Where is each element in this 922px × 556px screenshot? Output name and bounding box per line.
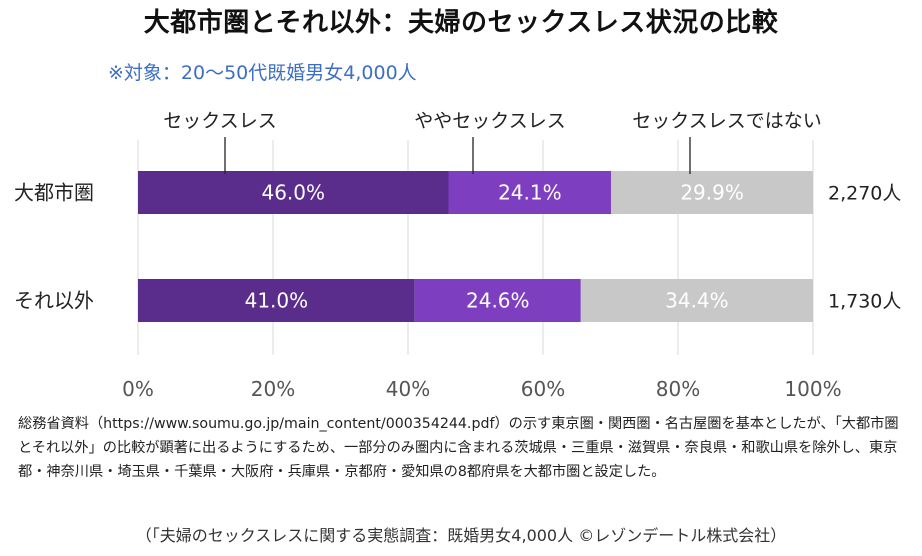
chart-subtitle: ※対象：20～50代既婚男女4,000人 bbox=[108, 62, 417, 84]
x-tick-label: 0% bbox=[122, 377, 154, 401]
legend-label: セックスレス bbox=[163, 110, 276, 132]
total-label: 1,730人 bbox=[828, 291, 901, 313]
x-tick-label: 20% bbox=[251, 377, 295, 401]
bar-segment bbox=[611, 171, 813, 214]
footnote: 総務省資料（https://www.soumu.go.jp/main_conte… bbox=[18, 416, 899, 480]
category-label: それ以外 bbox=[14, 289, 94, 313]
data-label: 46.0% bbox=[261, 181, 325, 205]
x-tick-label: 80% bbox=[656, 377, 700, 401]
data-label: 34.4% bbox=[665, 289, 729, 313]
x-tick-label: 60% bbox=[521, 377, 565, 401]
category-label: 大都市圏 bbox=[14, 181, 94, 205]
bar-segment bbox=[138, 171, 449, 214]
data-label: 24.1% bbox=[498, 181, 562, 205]
data-label: 29.9% bbox=[680, 181, 744, 205]
bar-segment bbox=[580, 279, 813, 322]
data-label: 24.6% bbox=[466, 289, 530, 313]
bar-segment bbox=[138, 279, 415, 322]
chart-title: 大都市圏とそれ以外：夫婦のセックスレス状況の比較 bbox=[143, 8, 779, 38]
stacked-bar-chart: 0% 20% 40% 60% 80% 100% 46.0% 24.1% 29.9% 大都市圏 2,2… bbox=[14, 110, 901, 401]
legend-label: セックスレスではない bbox=[632, 110, 821, 132]
source-credit: （「夫婦のセックスレスに関する実態調査：既婚男女4,000人 ©レゾンデートル株… bbox=[135, 526, 787, 545]
data-label: 41.0% bbox=[245, 289, 309, 313]
bar-segment bbox=[414, 279, 581, 322]
legend-label: ややセックスレス bbox=[414, 110, 565, 132]
bar-segment bbox=[448, 171, 612, 214]
x-tick-label: 40% bbox=[386, 377, 430, 401]
total-label: 2,270人 bbox=[828, 183, 901, 205]
x-tick-label: 100% bbox=[784, 377, 841, 401]
